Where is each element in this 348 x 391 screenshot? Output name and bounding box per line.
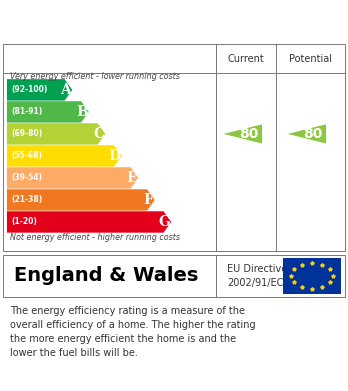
Text: (55-68): (55-68) xyxy=(11,151,42,160)
Text: (92-100): (92-100) xyxy=(11,85,48,94)
Text: 2002/91/EC: 2002/91/EC xyxy=(227,278,283,288)
Text: (69-80): (69-80) xyxy=(11,129,42,138)
Bar xyxy=(283,258,341,294)
Text: England & Wales: England & Wales xyxy=(14,266,198,285)
Text: 80: 80 xyxy=(239,127,259,141)
Text: D: D xyxy=(109,149,121,163)
Text: F: F xyxy=(144,193,154,207)
Polygon shape xyxy=(224,124,262,143)
Text: Not energy efficient - higher running costs: Not energy efficient - higher running co… xyxy=(10,233,181,242)
Text: B: B xyxy=(76,105,88,119)
Polygon shape xyxy=(7,79,72,100)
Polygon shape xyxy=(7,145,122,167)
Text: C: C xyxy=(93,127,104,141)
Polygon shape xyxy=(7,211,171,233)
Text: (21-38): (21-38) xyxy=(11,196,42,204)
Polygon shape xyxy=(7,123,105,145)
Text: (1-20): (1-20) xyxy=(11,217,37,226)
Text: G: G xyxy=(158,215,170,229)
Text: E: E xyxy=(127,171,137,185)
Text: (39-54): (39-54) xyxy=(11,174,42,183)
Text: Potential: Potential xyxy=(289,54,332,64)
Text: Current: Current xyxy=(228,54,264,64)
Text: The energy efficiency rating is a measure of the
overall efficiency of a home. T: The energy efficiency rating is a measur… xyxy=(10,306,256,358)
Text: 80: 80 xyxy=(303,127,323,141)
Polygon shape xyxy=(7,189,155,211)
Polygon shape xyxy=(7,101,89,123)
Text: Energy Efficiency Rating: Energy Efficiency Rating xyxy=(10,14,232,29)
Text: Very energy efficient - lower running costs: Very energy efficient - lower running co… xyxy=(10,72,180,81)
Polygon shape xyxy=(7,167,138,188)
Polygon shape xyxy=(287,124,326,143)
Text: A: A xyxy=(61,83,71,97)
Text: (81-91): (81-91) xyxy=(11,108,42,117)
Text: EU Directive: EU Directive xyxy=(227,264,287,274)
